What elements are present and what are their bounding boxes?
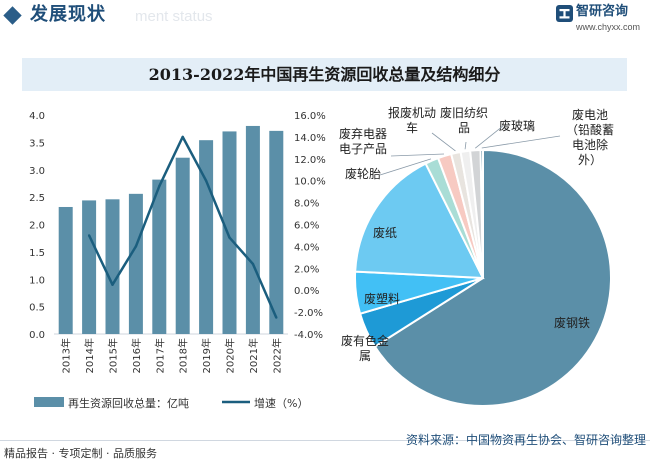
x-axis-tick-label: 2016年 — [130, 338, 143, 373]
pie-slice-label: 废弃电器电子产品 — [339, 126, 387, 156]
left-axis-tick-label: 3.5 — [29, 138, 45, 149]
growth-rate-point — [251, 262, 255, 266]
pie-slice-label: 废钢铁 — [554, 315, 590, 330]
left-axis-tick-label: 1.5 — [29, 248, 45, 259]
pie-leader-line — [464, 141, 467, 150]
bar-total-recycling — [245, 125, 260, 334]
bar-total-recycling — [175, 157, 190, 334]
x-axis-tick-label: 2013年 — [60, 338, 73, 373]
brand-url: www.chyxx.com — [576, 22, 641, 32]
growth-rate-point — [275, 316, 278, 319]
pie-slice — [373, 148, 612, 407]
pie-leader-line — [379, 158, 432, 176]
x-axis-tick-label: 2021年 — [247, 338, 260, 373]
x-axis-tick-label: 2018年 — [177, 338, 190, 373]
chart-title: 2013-2022年中国再生资源回收总量及结构细分 — [148, 65, 501, 84]
section-title: 发展现状 — [30, 4, 106, 25]
left-axis-tick-label: 0.5 — [29, 303, 45, 314]
growth-rate-point — [228, 236, 231, 239]
bar-total-recycling — [152, 179, 167, 334]
brand-logo-icon — [556, 5, 573, 22]
x-axis-tick-label: 2015年 — [107, 338, 120, 373]
footer-divider — [0, 440, 650, 441]
growth-rate-point — [158, 184, 161, 188]
left-axis-tick-label: 2.5 — [29, 193, 45, 204]
left-axis-tick-label: 1.0 — [29, 275, 45, 286]
pie-slice-label: 废轮胎 — [345, 166, 381, 181]
chart-title-box: 2013-2022年中国再生资源回收总量及结构细分 — [22, 58, 627, 91]
right-axis-tick-label: 14.0% — [294, 133, 326, 144]
bar-total-recycling — [269, 130, 284, 334]
pie-leader-line — [474, 125, 504, 149]
growth-rate-point — [181, 135, 184, 139]
pie-slice — [479, 148, 484, 279]
left-axis-tick-label: 0.0 — [29, 330, 45, 341]
legend-label-line: 增速（%） — [254, 396, 308, 410]
growth-rate-point — [134, 245, 138, 248]
bar-total-recycling — [128, 193, 143, 334]
legend-swatch-bar — [34, 397, 64, 407]
x-axis-tick-label: 2019年 — [200, 338, 213, 373]
x-axis-tick-label: 2022年 — [270, 338, 283, 373]
pie-slice-label: 废塑料 — [364, 291, 400, 306]
right-axis-tick-label: 10.0% — [294, 177, 326, 188]
x-axis-tick-label: 2020年 — [224, 338, 237, 373]
bar-total-recycling — [58, 206, 73, 334]
right-axis-tick-label: 6.0% — [294, 221, 319, 232]
pie-slice-label: 废纸 — [373, 225, 397, 240]
left-axis-tick-label: 4.0 — [29, 111, 45, 122]
pie-slice-label: 废有色金属 — [341, 333, 389, 363]
brand-name: 智研咨询 — [576, 4, 629, 19]
growth-rate-point — [111, 283, 114, 286]
growth-rate-point — [204, 179, 208, 182]
pie-slice-label: 废玻璃 — [499, 118, 535, 133]
pie-slice-label: 报废机动车 — [388, 105, 436, 135]
header-watermark-text: ment status — [135, 8, 213, 25]
left-axis-tick-label: 2.0 — [29, 221, 45, 232]
pie-leader-line — [481, 135, 561, 149]
right-axis-tick-label: 4.0% — [294, 242, 319, 253]
footer-tags: 精品报告 · 专项定制 · 品质服务 — [4, 447, 157, 460]
bar-total-recycling — [222, 131, 237, 334]
right-axis-tick-label: 12.0% — [294, 155, 326, 166]
bar-total-recycling — [105, 199, 120, 334]
bar-total-recycling — [82, 200, 97, 334]
pie-slice-label: 废电池（铅酸蓄电池除外） — [566, 107, 614, 167]
legend-label-bar: 再生资源回收总量：亿吨 — [68, 396, 189, 410]
right-axis-tick-label: 0.0% — [294, 286, 319, 297]
pie-leader-line — [390, 153, 445, 157]
header-bar: 发展现状 ment status 智研咨询 www.chyxx.com — [0, 0, 650, 36]
right-axis-tick-label: -4.0% — [294, 330, 323, 341]
x-axis-tick-label: 2017年 — [153, 338, 166, 373]
right-axis-tick-label: 2.0% — [294, 264, 319, 275]
right-axis-tick-label: -2.0% — [294, 308, 323, 319]
source-note: 资料来源：中国物资再生协会、智研咨询整理 — [405, 433, 646, 447]
pie-slice-label: 废旧纺织品 — [440, 105, 488, 135]
pie-slice — [354, 162, 485, 280]
growth-rate-point — [87, 234, 91, 237]
right-axis-tick-label: 8.0% — [294, 199, 319, 210]
left-axis-tick-label: 3.0 — [29, 166, 45, 177]
right-axis-tick-label: 16.0% — [294, 111, 326, 122]
pie-leader-line — [431, 132, 456, 152]
x-axis-tick-label: 2014年 — [83, 338, 96, 373]
